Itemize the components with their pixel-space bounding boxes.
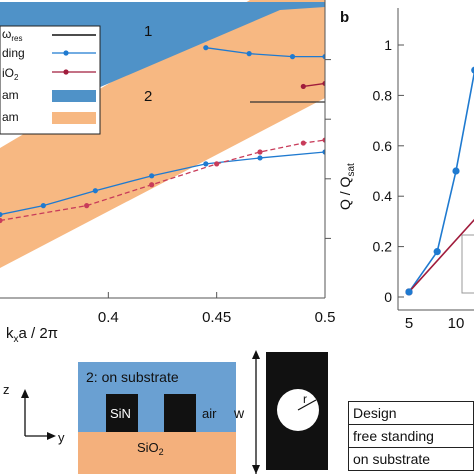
width-label: w (233, 405, 245, 421)
panel-a-point (84, 203, 90, 209)
panel-a-point (0, 217, 3, 224)
panel-a-point (246, 51, 252, 57)
region-label-2: 2 (144, 88, 152, 105)
table-row: Design (348, 401, 474, 425)
radius-line (297, 399, 317, 411)
panel-b-series (405, 66, 474, 296)
panel-a-xlabel: kxa / 2π (6, 325, 58, 345)
panel-a-ticks: 0.4 0.45 0.5 (98, 59, 336, 326)
panel-b-point (433, 248, 441, 256)
legend-sio2: iO2 (2, 66, 19, 82)
panel-a-x-tick-label: 0.5 (315, 309, 336, 326)
panel-a-series-line-3 (303, 82, 325, 88)
panel-b-y-tick-label: 0 (384, 289, 392, 305)
panel-a-point (322, 54, 325, 60)
panel-a-point (203, 161, 209, 167)
panel-b-plot (405, 66, 474, 296)
panel-a-point (300, 83, 306, 90)
panel-b-x-tick-label: 10 (448, 315, 465, 332)
panel-b-y-tick-label: 1 (384, 37, 392, 53)
legend-marker-red (63, 69, 69, 75)
table-row: free standing (348, 424, 474, 448)
sio2-label: SiO2 (137, 440, 164, 457)
sin-block-left (106, 394, 138, 432)
panel-a-point (149, 182, 155, 188)
panel-b-series-line-1 (408, 218, 474, 293)
inset-title: 2: on substrate (86, 369, 179, 385)
panel-b-label: b (340, 9, 349, 26)
legend-swatch-blue (52, 90, 96, 102)
panel-a-point (40, 203, 46, 209)
axis-z-label: z (3, 382, 10, 397)
orange-band (0, 0, 325, 268)
panel-a-point (300, 140, 306, 146)
panel-a-series (0, 45, 325, 224)
axis-y-label: y (58, 430, 65, 445)
table-row: on substrate (348, 447, 474, 471)
panel-b-ylabel: Q / Qsat (337, 163, 357, 210)
panel-b-y-tick-label: 0.8 (373, 87, 393, 103)
air-label: air (202, 406, 217, 421)
panel-b-point (405, 288, 413, 296)
panel-b-series-line-0 (408, 70, 474, 293)
panel-a-point (92, 188, 98, 194)
substrate-schematic: 2: on substrate SiN air SiO2 (78, 362, 236, 474)
panel-a-point (149, 173, 155, 179)
panel-b-ticks: 0 0.2 0.4 0.6 0.8 1 5 10 (373, 37, 465, 332)
panel-b-x-tick-label: 5 (405, 315, 413, 332)
sin-label: SiN (110, 406, 131, 421)
panel-a-point (257, 149, 263, 155)
panel-b-point (471, 66, 474, 74)
panel-b-y-tick-label: 0.6 (373, 138, 393, 154)
table-cell: Design (348, 401, 474, 425)
table-cell: free standing (348, 424, 474, 448)
radius-label: r (303, 392, 307, 406)
legend-marker-blue (63, 50, 69, 56)
panel-a-point (0, 211, 3, 218)
design-table: Design free standing on substrate (348, 401, 474, 471)
panel-a-x-tick-label: 0.4 (98, 309, 119, 326)
panel-a-x-tick-label: 0.45 (202, 309, 231, 326)
legend-omega: ωres (2, 27, 23, 43)
legend-swatch-orange (52, 112, 96, 124)
panel-a-point (289, 54, 296, 60)
panel-a-point (203, 45, 209, 51)
panel-b-legend-edge (461, 234, 474, 294)
panel-b-y-tick-label: 0.4 (373, 188, 393, 204)
sin-block-right (164, 394, 196, 432)
panel-b-y-tick-label: 0.2 (373, 239, 393, 255)
panel-a-point (322, 149, 325, 155)
panel-b-axes: 0 0.2 0.4 0.6 0.8 1 5 10 (373, 8, 474, 332)
panel-b-point (452, 167, 460, 175)
panel-a-point (322, 80, 325, 87)
region-label-1: 1 (144, 23, 152, 40)
axes-indicator: z y (3, 382, 65, 445)
substrate (78, 432, 236, 474)
legend-standing: ding (2, 46, 25, 60)
panel-a-axes: 0.4 0.45 0.5 (0, 0, 335, 326)
panel-a-series-line-1 (205, 47, 325, 58)
panel-a-point (257, 155, 263, 161)
legend-beam-2: am (2, 110, 19, 124)
unit-cell: w r (233, 350, 328, 474)
panel-a-point (214, 161, 220, 167)
legend: ωres ding iO2 am am (0, 25, 101, 135)
table-cell: on substrate (348, 447, 474, 471)
panel-a-point (322, 137, 325, 143)
legend-beam-1: am (2, 88, 19, 102)
cladding (78, 362, 236, 432)
